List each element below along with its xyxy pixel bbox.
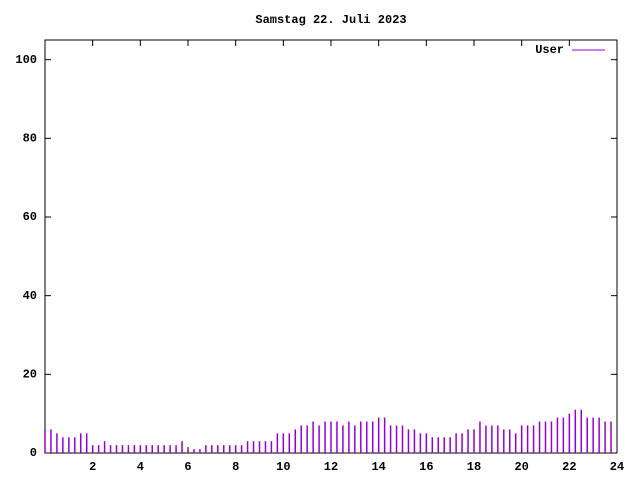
y-tick-label: 60: [23, 210, 37, 224]
y-tick-label: 80: [23, 132, 37, 146]
y-tick-label: 0: [30, 446, 37, 460]
x-tick-label: 6: [184, 460, 191, 474]
x-tick-label: 18: [467, 460, 481, 474]
x-tick-label: 14: [371, 460, 385, 474]
x-tick-label: 4: [137, 460, 144, 474]
x-tick-label: 2: [89, 460, 96, 474]
x-tick-label: 12: [324, 460, 338, 474]
x-tick-label: 16: [419, 460, 433, 474]
x-tick-label: 22: [562, 460, 576, 474]
y-tick-label: 40: [23, 289, 37, 303]
legend-label: User: [535, 43, 564, 57]
x-tick-label: 8: [232, 460, 239, 474]
y-tick-label: 100: [15, 53, 37, 67]
x-tick-label: 10: [276, 460, 290, 474]
x-tick-label: 24: [610, 460, 624, 474]
y-tick-label: 20: [23, 368, 37, 382]
chart-title: Samstag 22. Juli 2023: [255, 13, 406, 27]
x-tick-label: 20: [514, 460, 528, 474]
